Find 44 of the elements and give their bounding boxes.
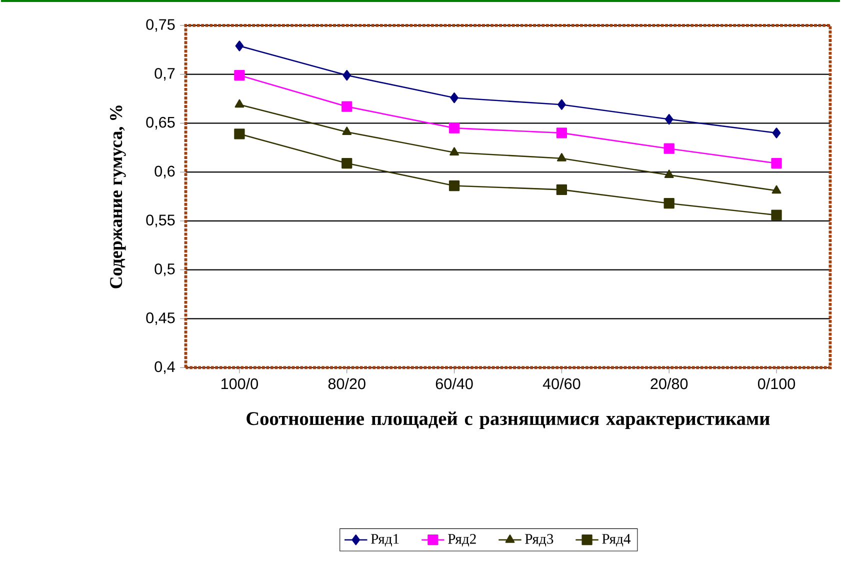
point	[771, 210, 782, 221]
point	[772, 128, 781, 138]
x-tick-label: 0/100	[758, 378, 796, 390]
point	[772, 186, 782, 194]
y-axis-title: Содержание гумуса, %	[110, 106, 126, 288]
point	[664, 198, 674, 209]
y-tick-label: 0,75	[146, 19, 175, 32]
x-tick-label: 60/40	[436, 378, 473, 390]
legend-label: Ряд3	[525, 534, 554, 547]
point	[664, 114, 674, 125]
point	[450, 92, 458, 104]
point	[342, 158, 352, 169]
y-tick-label: 0,65	[146, 117, 175, 130]
point	[342, 126, 352, 136]
point	[448, 180, 460, 192]
x-tick-label: 100/0	[221, 378, 258, 390]
point	[771, 158, 782, 169]
point	[664, 143, 674, 154]
point	[342, 70, 352, 81]
point	[235, 40, 244, 52]
point	[556, 184, 568, 196]
y-tick-label: 0,45	[146, 312, 175, 326]
x-tick-label: 20/80	[650, 378, 688, 390]
point	[448, 122, 460, 134]
x-tick-label: 80/20	[328, 378, 366, 390]
legend-label: Ряд1	[370, 534, 399, 547]
y-tick-label: 0,4	[154, 361, 175, 374]
y-tick-label: 0,7	[154, 68, 175, 81]
x-axis-title: Соотношение площадей с разнящимися характеристиками	[246, 412, 770, 430]
point	[234, 99, 244, 108]
point	[342, 101, 352, 112]
point	[558, 99, 566, 110]
point	[234, 128, 245, 140]
point	[234, 70, 245, 81]
y-tick-label: 0,55	[146, 214, 175, 228]
y-tick-label: 0,5	[154, 264, 175, 276]
legend-label: Ряд2	[448, 534, 476, 547]
point	[556, 153, 566, 162]
legend-label: Ряд4	[602, 534, 631, 547]
y-tick-label: 0,6	[154, 166, 175, 179]
point	[664, 170, 674, 178]
point	[450, 147, 459, 156]
point	[556, 128, 568, 138]
x-tick-label: 40/60	[542, 378, 580, 390]
